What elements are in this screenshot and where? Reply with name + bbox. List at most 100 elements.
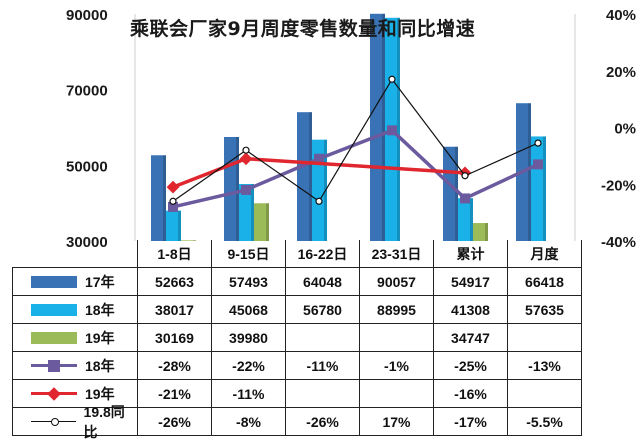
bar: [166, 210, 181, 241]
table-cell: -21%: [137, 379, 212, 408]
right-axis-tick-label: -20%: [601, 177, 636, 194]
table-cell: 88995: [359, 295, 434, 324]
bar: [151, 155, 166, 241]
point-marker-square: [460, 193, 470, 204]
table-cell: 90057: [359, 267, 434, 296]
table-row: 19.8同比 -26% -8% -26% 17% -17% -5.5%: [12, 404, 582, 440]
table-cell: 45068: [211, 295, 286, 324]
bar: [254, 203, 269, 241]
table-cell: -26%: [137, 407, 212, 436]
table-cell: -22%: [211, 351, 286, 380]
data-table: 1-8日 9-15日 16-22日 23-31日 累计 月度 17年 52663 57493 64…: [12, 240, 582, 440]
table-cell: -28%: [137, 351, 212, 380]
bar-shade: [397, 17, 400, 242]
table-row: 17年 52663 57493 64048 90057 54917 66418: [12, 267, 582, 296]
table-cell: 64048: [285, 267, 360, 296]
bar-shade: [236, 136, 239, 241]
point-marker-square: [387, 125, 397, 136]
table-header-row: 1-8日 9-15日 16-22日 23-31日 累计 月度: [13, 240, 582, 268]
table-row: 18年 -28% -22% -11% -1% -25% -13%: [12, 351, 582, 380]
table-cell: [285, 323, 360, 352]
bar-y18: [458, 198, 473, 241]
row-label: 19.8同比: [83, 403, 125, 440]
bar-shade: [163, 155, 166, 241]
table-cell: [507, 379, 582, 408]
point-marker-square: [533, 159, 543, 170]
bar-y17: [370, 13, 385, 242]
bar-y18: [239, 183, 254, 241]
category-label: 9-15日: [211, 240, 286, 268]
table-cell: -16%: [433, 379, 508, 408]
left-axis-tick-label: 70000: [66, 83, 108, 100]
table-cell: [359, 379, 434, 408]
table-cell: 57635: [507, 295, 582, 324]
bar: [443, 146, 458, 241]
point-marker-square: [241, 184, 251, 195]
series-line-line18: [172, 128, 539, 209]
legend-swatch: [31, 415, 76, 429]
row-label-cell: 19.8同比: [12, 404, 138, 440]
row-label: 18年: [85, 301, 115, 318]
row-label-cell: 18年: [12, 351, 138, 380]
bar-shade: [470, 198, 473, 241]
row-label-cell: 18年: [12, 295, 138, 324]
table-cell: -8%: [211, 407, 286, 436]
bar-y19: [473, 223, 488, 241]
bar: [239, 183, 254, 241]
table-cell: -11%: [211, 379, 286, 408]
row-label-cell: 17年: [12, 267, 138, 296]
bar: [531, 136, 546, 241]
table-cell: -13%: [507, 351, 582, 380]
table-cell: -25%: [433, 351, 508, 380]
bar-shade: [455, 146, 458, 241]
table-cell: 41308: [433, 295, 508, 324]
table-cell: 54917: [433, 267, 508, 296]
table-cell: 52663: [137, 267, 212, 296]
point-marker-circle: [169, 197, 177, 205]
table-cell: 34747: [433, 323, 508, 352]
right-axis-tick-label: 40%: [606, 7, 636, 24]
bar-y17: [297, 112, 312, 242]
point-marker-circle: [534, 139, 542, 147]
bar-y19: [254, 203, 269, 241]
category-label: 16-22日: [285, 240, 360, 268]
bar: [370, 13, 385, 242]
table-cell: -26%: [285, 407, 360, 436]
point-marker-diamond: [166, 180, 180, 194]
bar-y18: [166, 210, 181, 241]
row-label: 17年: [85, 273, 115, 290]
row-label: 19年: [85, 329, 115, 346]
category-label: 月度: [507, 240, 582, 268]
table-row: 18年 38017 45068 56780 88995 41308 57635: [12, 295, 582, 324]
table-cell: -5.5%: [507, 407, 582, 436]
table-cell: 66418: [507, 267, 582, 296]
right-axis-tick-label: -40%: [601, 234, 636, 251]
table-cell: 56780: [285, 295, 360, 324]
point-marker-circle: [461, 172, 469, 180]
bar: [473, 223, 488, 241]
left-axis-tick-label: 90000: [66, 7, 108, 24]
series-line-line198: [172, 78, 539, 202]
legend-swatch: [31, 303, 77, 316]
chart-title: 乘联会厂家9月周度零售数量和同比增速: [130, 18, 476, 40]
category-label: 累计: [433, 240, 508, 268]
table-cell: [285, 379, 360, 408]
bar-shade: [382, 13, 385, 242]
bar-shade: [251, 183, 254, 241]
right-axis-tick-label: 0%: [614, 121, 636, 138]
row-label: 18年: [85, 357, 115, 374]
bar: [458, 198, 473, 241]
row-label-cell: 19年: [12, 323, 138, 352]
legend-swatch: [31, 275, 77, 288]
right-axis-tick-label: 20%: [606, 64, 636, 81]
point-marker-square: [168, 201, 178, 212]
table-cell: [507, 323, 582, 352]
bar-shade: [485, 223, 488, 241]
row-label: 19年: [85, 385, 115, 402]
bar: [297, 112, 312, 242]
bar-shade: [543, 136, 546, 241]
left-axis-tick-label: 30000: [66, 234, 108, 251]
table-cell: 39980: [211, 323, 286, 352]
point-marker-circle: [388, 75, 396, 83]
point-marker-circle: [315, 197, 323, 205]
